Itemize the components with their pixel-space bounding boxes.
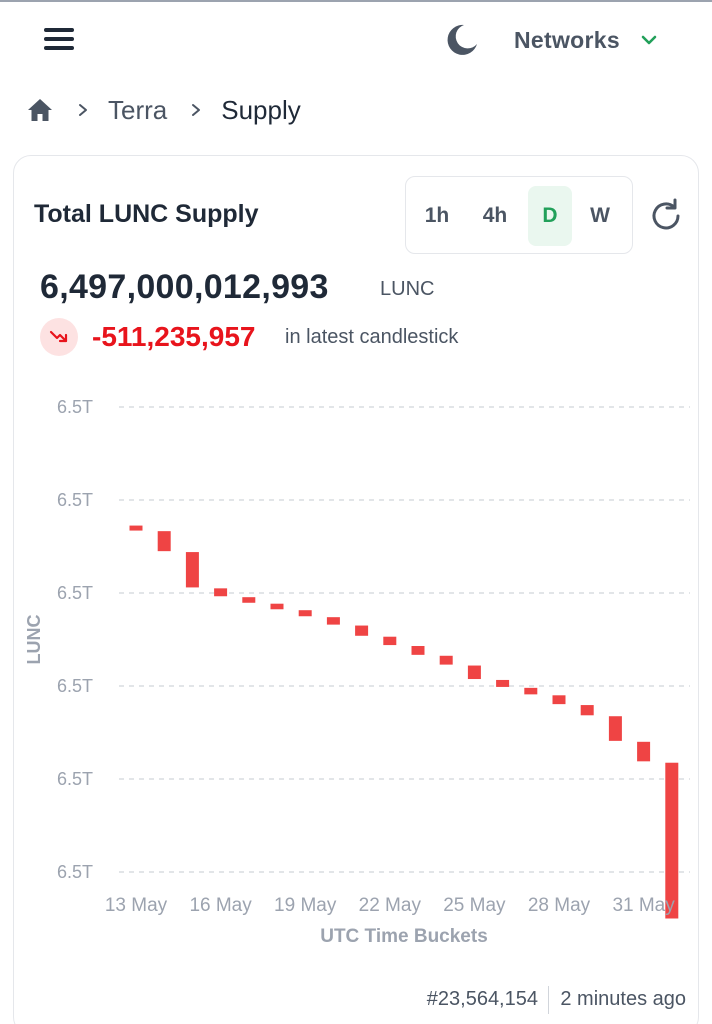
interval-w[interactable]: W	[590, 204, 610, 227]
card-title: Total LUNC Supply	[34, 200, 259, 228]
supply-value: 6,497,000,012,993	[40, 268, 329, 306]
candlestick	[214, 588, 228, 597]
y-tick-label: 6.5T	[57, 676, 93, 696]
chevron-right-icon	[79, 104, 87, 116]
app-header: Networks	[0, 18, 712, 60]
networks-dropdown[interactable]: Networks	[514, 24, 660, 56]
candlestick	[185, 552, 199, 588]
supply-unit: LUNC	[380, 278, 435, 300]
y-axis-label: LUNC	[24, 615, 44, 665]
candlestick	[298, 610, 312, 617]
x-tick-label: 19 May	[274, 895, 337, 916]
y-tick-label: 6.5T	[57, 583, 93, 603]
delta-caption: in latest candlestick	[285, 326, 459, 348]
candlestick	[326, 617, 340, 625]
x-tick-label: 28 May	[528, 895, 591, 916]
x-tick-label: 31 May	[612, 895, 675, 916]
x-tick-label: 16 May	[189, 895, 252, 916]
y-tick-label: 6.5T	[57, 769, 93, 789]
x-axis-label: UTC Time Buckets	[320, 926, 488, 947]
card-footer: #23,564,154 2 minutes ago	[14, 986, 700, 1016]
supply-candlestick-chart: 6.5T 6.5T 6.5T 6.5T 6.5T 6.5T LUNC 13 May 16 May…	[24, 397, 690, 947]
candlestick	[270, 603, 284, 610]
candlestick	[157, 531, 171, 552]
candlestick	[355, 625, 369, 636]
interval-4h[interactable]: 4h	[482, 204, 508, 227]
candlestick	[439, 655, 453, 665]
candlestick	[467, 665, 481, 680]
interval-1h[interactable]: 1h	[424, 204, 450, 227]
delta-value: -511,235,957	[92, 321, 256, 352]
trending-down-icon	[40, 318, 78, 356]
footer-divider	[547, 986, 549, 1014]
hamburger-menu-icon[interactable]	[42, 26, 76, 52]
supply-card: Total LUNC Supply 1h 4h D W 6,497,000,01…	[13, 155, 699, 1024]
networks-label: Networks	[514, 26, 620, 53]
last-updated: 2 minutes ago	[560, 988, 686, 1010]
candlestick	[552, 695, 566, 705]
x-tick-label: 13 May	[105, 895, 168, 916]
breadcrumb-terra[interactable]: Terra	[108, 94, 168, 125]
candlestick	[637, 741, 651, 762]
y-tick-label: 6.5T	[57, 490, 93, 510]
candlestick	[580, 705, 594, 716]
interval-d[interactable]: D	[528, 186, 572, 246]
top-border	[0, 0, 712, 2]
moon-icon[interactable]	[444, 22, 480, 58]
breadcrumb: Terra Supply	[26, 90, 301, 130]
chevron-down-icon	[641, 35, 657, 45]
interval-selector: 1h 4h D W	[405, 176, 633, 254]
candlestick	[608, 716, 622, 741]
refresh-icon[interactable]	[648, 198, 684, 234]
candlestick	[411, 646, 425, 655]
home-icon[interactable]	[26, 96, 54, 124]
candlestick	[242, 597, 256, 603]
x-tick-label: 25 May	[443, 895, 506, 916]
breadcrumb-supply: Supply	[221, 94, 301, 125]
candlestick	[524, 687, 538, 695]
x-tick-label: 22 May	[359, 895, 422, 916]
candlestick	[129, 525, 143, 531]
chevron-right-icon	[192, 104, 201, 116]
candlestick	[383, 636, 397, 646]
block-number: #23,564,154	[426, 988, 538, 1010]
candlestick	[665, 762, 679, 919]
candlestick	[496, 679, 510, 687]
y-tick-label: 6.5T	[57, 397, 93, 417]
y-tick-label: 6.5T	[57, 862, 93, 882]
